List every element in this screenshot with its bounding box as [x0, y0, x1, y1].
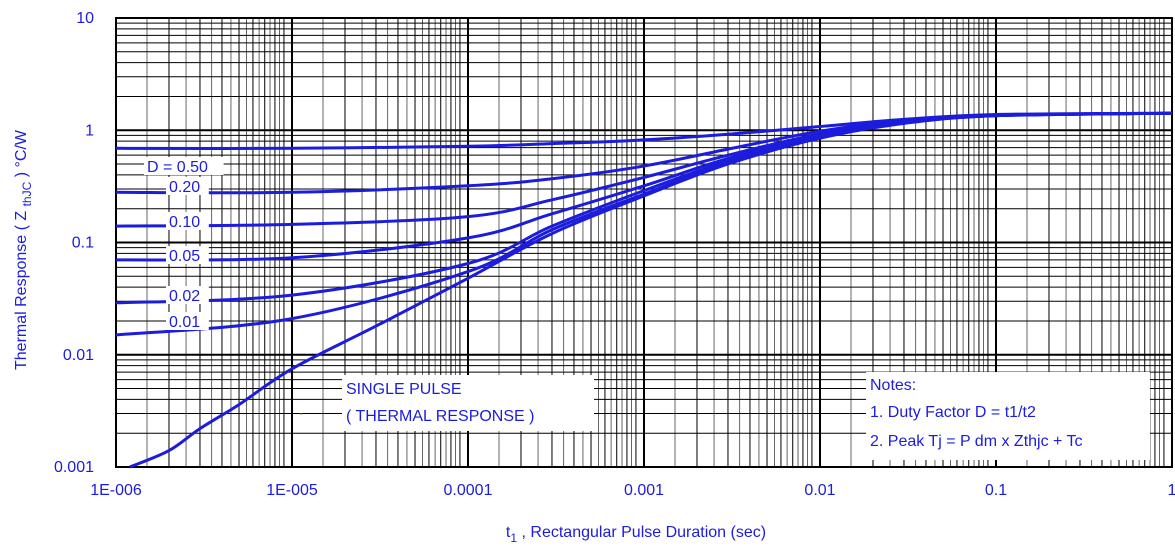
x-axis-label: t1 , Rectangular Pulse Duration (sec)	[506, 524, 766, 545]
single-pulse-title: SINGLE PULSE	[346, 381, 462, 398]
y-tick-label: 1	[85, 122, 94, 139]
plot-frame	[115, 17, 1173, 468]
x-tick-label: 0.0001	[444, 482, 493, 499]
y-tick-label: 0.01	[63, 347, 94, 364]
curve-label: 0.10	[169, 214, 200, 231]
x-tick-label: 0.1	[985, 482, 1007, 499]
notes-title: Notes:	[870, 377, 916, 394]
single-pulse-box	[342, 375, 594, 431]
curve-label-box	[166, 212, 209, 230]
xlabel-main: t	[506, 524, 511, 541]
curve-label: 0.02	[169, 288, 200, 305]
curve-label: 0.20	[169, 179, 200, 196]
notes-box	[866, 372, 1150, 460]
curve-label-box	[166, 177, 209, 195]
xlabel-tail: , Rectangular Pulse Duration (sec)	[517, 524, 766, 541]
notes-line-2: 2. Peak Tj = P dm x Zthjc + Tc	[870, 433, 1083, 450]
y-tick-label: 10	[76, 10, 94, 27]
ylabel-main: Thermal Response ( Z	[13, 206, 30, 370]
curve-label-box	[144, 157, 224, 175]
x-tick-label: 1E-006	[90, 482, 142, 499]
series-line-6	[129, 111, 1173, 469]
curve-label: 0.05	[169, 248, 200, 265]
x-tick-label: 1	[1168, 482, 1175, 499]
curve-label-box	[166, 312, 209, 330]
ylabel-tail: ) °C/W	[13, 129, 30, 182]
curve-label: D = 0.50	[147, 159, 208, 176]
ylabel-sub: thJC	[20, 181, 34, 206]
y-tick-label: 0.001	[54, 459, 94, 476]
curve-label-box	[166, 246, 209, 264]
x-tick-label: 0.001	[624, 482, 664, 499]
notes-annotation: Notes: 1. Duty Factor D = t1/t2 2. Peak …	[866, 372, 1150, 460]
curves	[115, 111, 1173, 469]
orange-marker: '	[300, 412, 302, 423]
curve-labels: D = 0.50 0.20 0.10 0.05 0.02 0.01	[144, 157, 224, 331]
y-axis-label: Thermal Response ( Z thJC ) °C/W	[13, 129, 34, 370]
xlabel-sub: 1	[510, 531, 517, 545]
x-tick-label: 1E-005	[266, 482, 318, 499]
notes-line-1: 1. Duty Factor D = t1/t2	[870, 404, 1036, 421]
curve-label-box	[166, 286, 209, 304]
single-pulse-annotation: SINGLE PULSE ( THERMAL RESPONSE ) '	[300, 375, 594, 431]
curve-label: 0.01	[169, 314, 200, 331]
x-tick-labels: 1E-006 1E-005 0.0001 0.001 0.01 0.1 1	[90, 482, 1175, 499]
x-tick-label: 0.01	[804, 482, 835, 499]
y-tick-label: 0.1	[72, 235, 94, 252]
y-tick-labels: 0.001 0.01 0.1 1 10	[54, 10, 94, 476]
single-pulse-subtitle: ( THERMAL RESPONSE )	[346, 408, 534, 425]
